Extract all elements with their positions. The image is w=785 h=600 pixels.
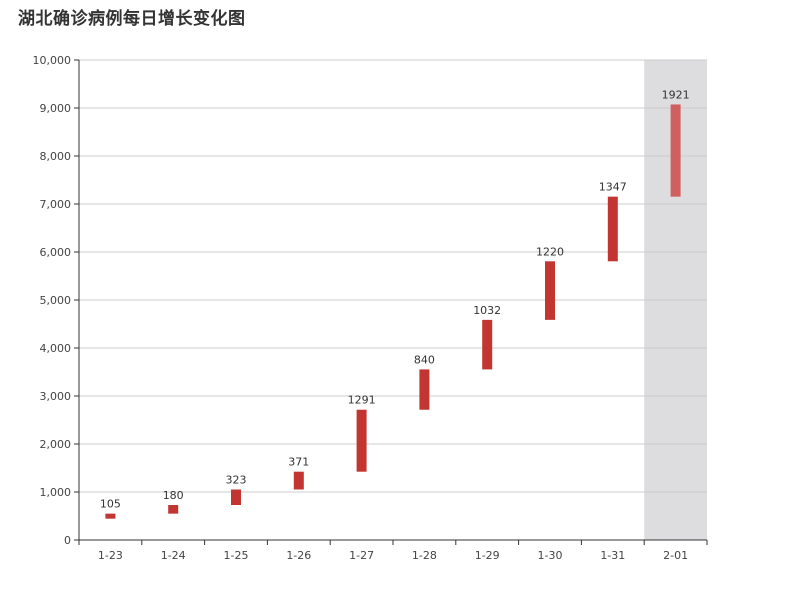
y-tick-label: 0 (64, 534, 71, 547)
axis-layer: 0 1,000 2,000 3,000 4,000 5,000 6,000 7,000 8,00… (33, 54, 708, 562)
page-title: 湖北确诊病例每日增长变化图 (18, 9, 246, 29)
bar-1-30[interactable] (545, 261, 555, 320)
data-label: 1291 (348, 394, 376, 407)
y-tick-label: 5,000 (40, 294, 72, 307)
x-tick-label: 1-27 (349, 549, 374, 562)
bar-1-24[interactable] (168, 505, 179, 514)
y-tick-label: 2,000 (40, 438, 72, 451)
x-tick-label: 1-31 (600, 549, 625, 562)
bar-1-26[interactable] (293, 471, 304, 490)
y-tick-label: 4,000 (40, 342, 72, 355)
data-label-layer: 105 180 323 371 1291 840 1032 1220 1347 1921 (100, 88, 690, 510)
data-label: 840 (414, 353, 435, 366)
data-label: 1220 (536, 245, 564, 258)
data-label: 371 (288, 456, 309, 469)
y-tick-label: 1,000 (40, 486, 72, 499)
y-tick-label: 7,000 (40, 198, 72, 211)
bar-1-23[interactable] (105, 513, 116, 519)
data-label: 323 (226, 474, 247, 487)
data-label: 180 (163, 489, 184, 502)
y-tick-label: 8,000 (40, 150, 72, 163)
data-label: 1921 (662, 88, 690, 101)
bar-1-27[interactable] (356, 409, 367, 472)
y-tick-label: 6,000 (40, 246, 72, 259)
bar-1-28[interactable] (419, 369, 430, 410)
y-tick-label: 10,000 (33, 54, 72, 67)
x-tick-label: 2-01 (663, 549, 688, 562)
y-tick-label: 9,000 (40, 102, 72, 115)
x-tick-label: 1-24 (161, 549, 186, 562)
x-tick-label: 1-28 (412, 549, 437, 562)
bar-1-29[interactable] (482, 319, 493, 370)
data-label: 1032 (473, 304, 501, 317)
bar-1-31[interactable] (607, 196, 618, 262)
data-label: 105 (100, 498, 121, 511)
x-tick-label: 1-30 (538, 549, 563, 562)
x-tick-label: 1-29 (475, 549, 500, 562)
grid-layer (79, 59, 707, 493)
x-tick-label: 1-23 (98, 549, 123, 562)
y-tick-label: 3,000 (40, 390, 72, 403)
bar-2-01[interactable] (670, 104, 681, 197)
data-label: 1347 (599, 181, 627, 194)
x-tick-label: 1-26 (286, 549, 311, 562)
x-tick-label: 1-25 (224, 549, 249, 562)
bar-1-25[interactable] (231, 489, 241, 506)
bar-layer (105, 104, 681, 519)
